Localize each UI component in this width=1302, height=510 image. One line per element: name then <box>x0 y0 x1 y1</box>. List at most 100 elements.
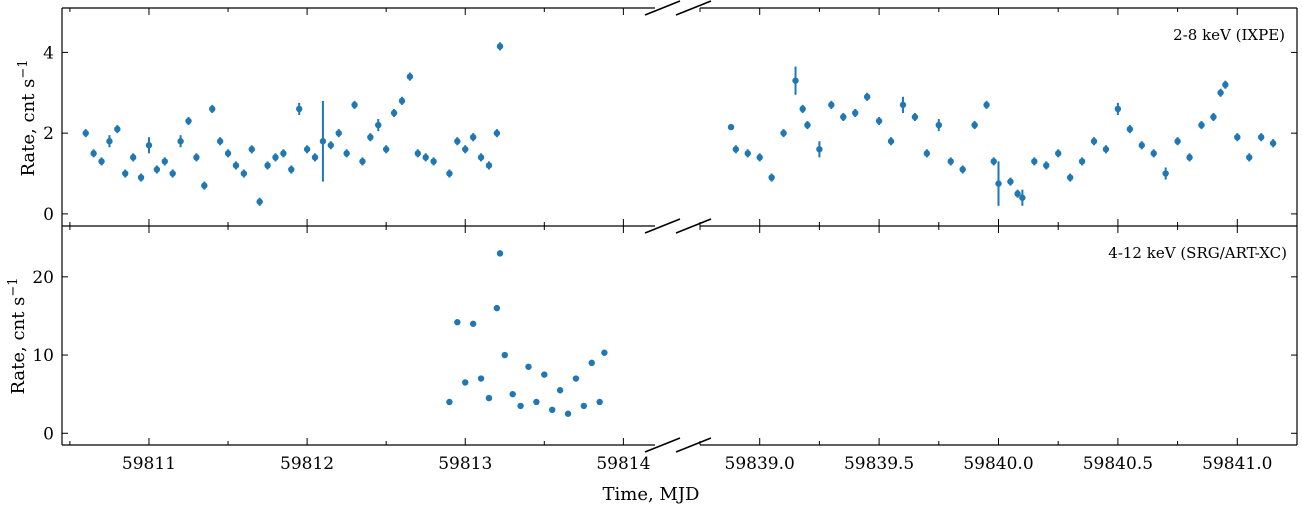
data-point <box>1246 154 1253 161</box>
data-point <box>744 150 751 157</box>
data-point <box>145 142 153 149</box>
y-tick-label: 4 <box>43 43 54 63</box>
y-axis-label-top: Rate, cnt s−1 <box>16 59 39 176</box>
y-tick-label: 20 <box>32 268 54 288</box>
x-tick-label: 59840.5 <box>1083 454 1153 474</box>
data-point <box>947 158 954 165</box>
data-point <box>564 410 572 417</box>
data-point <box>556 387 564 394</box>
data-point <box>224 150 232 157</box>
data-point <box>169 170 176 177</box>
data-point <box>90 150 97 157</box>
data-point <box>517 402 524 410</box>
data-point <box>446 170 453 177</box>
data-point <box>501 351 508 359</box>
data-point <box>446 398 453 406</box>
data-point <box>983 101 990 109</box>
data-point <box>541 371 548 378</box>
data-point <box>1043 162 1050 169</box>
data-point <box>509 390 516 398</box>
data-point <box>161 158 168 165</box>
y-tick-label: 10 <box>32 346 54 366</box>
data-point <box>828 101 835 109</box>
data-point <box>232 162 240 169</box>
data-point <box>359 158 366 165</box>
data-point <box>216 138 224 145</box>
data-point <box>601 349 608 356</box>
data-point <box>493 129 501 137</box>
panel-label-bottom: 4-12 keV (SRG/ART-XC) <box>1108 244 1287 262</box>
data-point <box>493 304 501 312</box>
data-point <box>122 170 129 177</box>
data-point <box>588 359 595 367</box>
data-point <box>1066 174 1074 181</box>
data-point <box>153 166 161 173</box>
data-point <box>799 105 806 113</box>
data-point <box>1234 133 1241 141</box>
data-point <box>525 363 532 370</box>
data-point <box>1162 170 1169 177</box>
data-point <box>256 198 263 205</box>
data-point <box>1174 138 1181 145</box>
data-point <box>852 109 859 117</box>
data-point <box>1217 89 1224 96</box>
data-point <box>911 113 919 121</box>
data-point <box>311 154 319 161</box>
data-point <box>288 166 295 173</box>
data-point <box>264 162 271 169</box>
data-point <box>780 129 787 137</box>
x-tick-label: 59812 <box>280 454 334 474</box>
data-point <box>804 121 811 129</box>
data-point <box>1102 146 1110 153</box>
data-point <box>296 105 303 113</box>
data-point <box>1055 150 1062 157</box>
data-point <box>106 138 113 145</box>
data-point <box>840 113 847 121</box>
data-point <box>201 182 208 189</box>
x-tick-label: 59811 <box>122 454 176 474</box>
x-tick-label: 59839.0 <box>725 454 795 474</box>
data-point <box>485 394 493 402</box>
data-point <box>137 174 145 181</box>
data-point <box>875 117 883 125</box>
data-point <box>343 150 350 157</box>
data-point <box>177 138 184 145</box>
data-point <box>792 77 799 84</box>
axis-ticks: 0 2 4 0 10 20 59811 59812 59813 59814 59839.0 59839… <box>32 8 1298 474</box>
data-point <box>82 129 89 137</box>
data-point <box>422 154 429 161</box>
data-point <box>887 138 895 145</box>
data-point <box>454 138 461 145</box>
data-point <box>454 319 461 326</box>
data-point <box>732 146 740 153</box>
data-point <box>185 117 192 125</box>
data-point <box>1186 154 1193 161</box>
data-point <box>1014 190 1021 197</box>
data-point <box>248 146 255 153</box>
data-point <box>430 158 437 165</box>
data-point <box>129 154 137 161</box>
data-point <box>1090 138 1098 145</box>
data-point <box>382 146 390 153</box>
data-point <box>1114 105 1122 113</box>
data-point <box>398 97 406 105</box>
data-point <box>351 101 358 109</box>
data-point <box>935 121 942 129</box>
data-point <box>1210 113 1217 121</box>
data-point <box>533 398 540 406</box>
data-point <box>390 109 398 117</box>
data-point <box>469 133 477 141</box>
data-point <box>477 154 485 161</box>
data-point <box>375 121 382 129</box>
y-tick-label: 0 <box>43 424 54 444</box>
data-point <box>1150 150 1157 157</box>
data-point <box>727 123 735 131</box>
panel-label-top: 2-8 keV (IXPE) <box>1173 26 1285 44</box>
data-point <box>1126 125 1134 133</box>
data-point <box>1222 81 1229 88</box>
data-point <box>899 101 907 109</box>
break-mark <box>644 0 681 16</box>
data-point <box>319 138 327 145</box>
data-point <box>335 129 342 137</box>
